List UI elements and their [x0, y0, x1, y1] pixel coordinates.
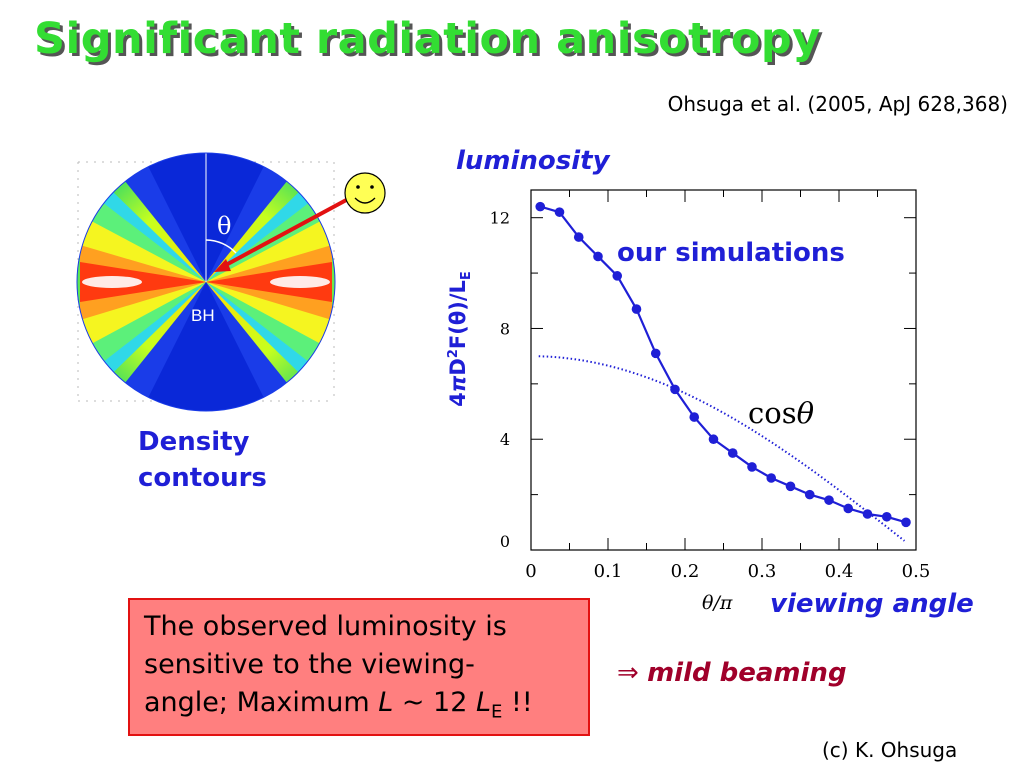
data-point: [650, 348, 661, 359]
caption-line-1: Density: [138, 427, 250, 457]
x-tick-label: 0.5: [902, 561, 931, 582]
figure-caption: Density contours: [138, 424, 267, 496]
credit: (c) K. Ohsuga: [822, 738, 958, 762]
x-axis-label: viewing angle: [770, 589, 974, 619]
data-point: [881, 511, 892, 522]
beaming-text: mild beaming: [647, 658, 847, 688]
theta-symbol: θ: [217, 212, 231, 240]
beaming-conclusion: ⇒ mild beaming: [617, 658, 847, 688]
data-point: [554, 207, 565, 217]
data-point: [689, 412, 700, 422]
x-tick-label: 0.2: [671, 561, 700, 582]
x-axis-variable: θ/π: [702, 592, 733, 614]
arrowhead: [214, 259, 231, 272]
data-point: [747, 462, 757, 472]
line-of-sight-arrow: [223, 196, 351, 268]
data-point: [785, 481, 796, 492]
simulations-legend-label: our simulations: [617, 238, 845, 268]
x-tick-label: 0.3: [748, 561, 777, 582]
note-line-2: sensitive to the viewing-: [144, 649, 475, 680]
data-point: [573, 232, 584, 242]
data-point: [670, 384, 680, 395]
y-tick-label: 8: [500, 319, 510, 338]
data-point: [843, 503, 854, 514]
y-tick-label: 4: [500, 430, 510, 449]
y-tick-label: 12: [490, 209, 510, 228]
summary-note-box: The observed luminosity is sensitive to …: [128, 598, 590, 736]
simulation-points: [535, 201, 911, 528]
citation: Ohsuga et al. (2005, ApJ 628,368): [667, 92, 1008, 116]
luminosity-label: luminosity: [456, 146, 610, 176]
plot-ticks: [530, 190, 917, 551]
cos-theta-curve: [538, 355, 906, 542]
cos-theta-symbol: θ: [796, 396, 815, 430]
data-point: [824, 495, 834, 505]
density-contour-figure: θ BH: [76, 152, 386, 412]
x-tick-label: 0.1: [594, 561, 623, 582]
data-point: [535, 201, 546, 212]
data-point: [593, 251, 603, 262]
x-tick-label: 0: [525, 561, 536, 582]
caption-line-2: contours: [138, 463, 267, 493]
implies-arrow-icon: ⇒: [617, 658, 639, 688]
data-point: [901, 517, 911, 528]
data-point: [804, 489, 815, 500]
slide-title: Significant radiation anisotropy: [34, 14, 821, 64]
x-tick-label: 0.4: [825, 561, 854, 582]
cos-theta-label: cosθ: [748, 396, 814, 430]
data-point: [766, 473, 777, 483]
bh-label: BH: [191, 306, 215, 325]
data-point: [612, 271, 623, 281]
data-point: [708, 434, 719, 445]
data-point: [631, 304, 642, 314]
plot-tick-labels: 0 0.1 0.2 0.3 0.4 0.5 0 4 8 12: [490, 209, 931, 582]
y-axis-label: 4πD2F(θ)/LE: [446, 271, 475, 407]
note-line-1: The observed luminosity is: [144, 611, 507, 642]
cos-text: cos: [748, 396, 797, 430]
note-line-3: angle; Maximum L ~ 12 LE !!: [144, 687, 533, 723]
observer-smiley-icon: [344, 172, 386, 214]
data-point: [727, 448, 738, 458]
contour-disk: [77, 153, 335, 411]
data-point: [862, 509, 873, 519]
y-tick-label: 0: [500, 532, 510, 551]
